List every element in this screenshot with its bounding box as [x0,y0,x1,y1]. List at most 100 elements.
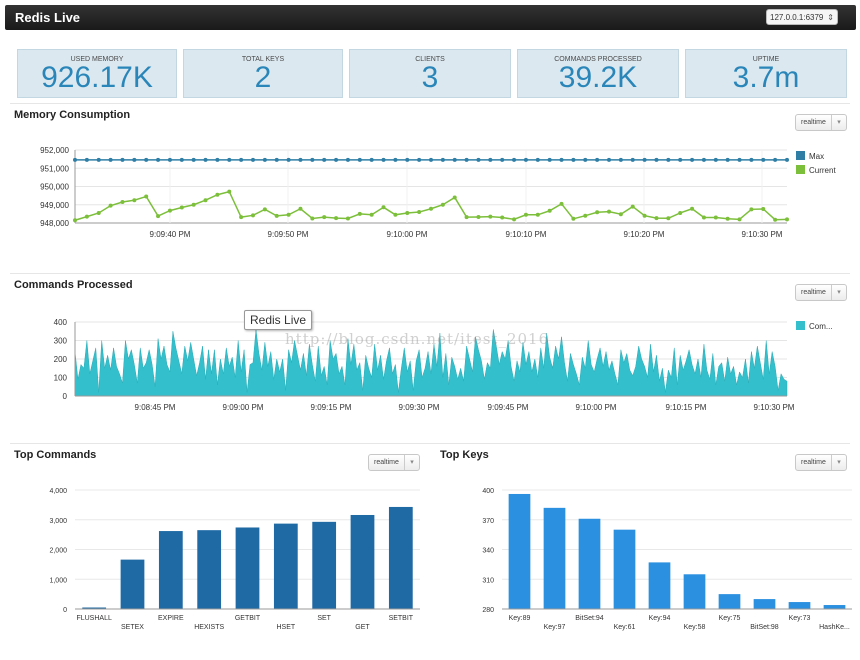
section-divider [10,273,850,274]
data-point [523,212,528,217]
data-point [749,207,754,212]
category-label: BitSet:98 [750,624,779,631]
legend-swatch [796,165,805,174]
stat-total-keys: TOTAL KEYS 2 [183,49,343,98]
top-commands-range-dropdown[interactable]: realtime ▾ [368,454,420,471]
data-point [334,216,339,221]
bar [388,506,413,609]
data-point [583,213,588,218]
commands-range-dropdown[interactable]: realtime ▾ [795,284,847,301]
data-point [345,157,350,162]
bar [788,602,811,609]
data-point [476,214,481,219]
data-point [690,206,695,211]
data-point [215,157,220,162]
server-select[interactable]: 127.0.0.1:6379 ⇕ [766,9,838,25]
memory-range-dropdown[interactable]: realtime ▾ [795,114,847,131]
data-point [559,201,564,206]
area-series [74,329,788,397]
memory-section-title: Memory Consumption [14,109,131,121]
top-keys-range-dropdown[interactable]: realtime ▾ [795,454,847,471]
data-point [595,157,600,162]
x-tick-label: 9:10:10 PM [506,230,547,239]
data-point [144,194,149,199]
x-tick-label: 9:09:30 PM [399,403,440,412]
data-point [429,157,433,162]
watermark-text: http://blog.csdn.net/itest_2016 [285,330,550,348]
y-tick-label: 2,000 [49,548,67,555]
bar [312,521,337,609]
x-tick-label: 9:09:00 PM [223,403,264,412]
category-label: GETBIT [235,615,261,622]
data-point [215,192,220,197]
data-point [334,157,339,162]
category-label: Key:58 [684,624,706,631]
data-point [357,211,362,216]
data-point [785,157,789,162]
stat-label: COMMANDS PROCESSED [554,56,642,63]
data-point [405,210,410,215]
data-point [369,157,374,162]
y-tick-label: 400 [482,488,494,495]
data-point [452,157,457,162]
y-tick-label: 370 [482,518,494,525]
y-tick-label: 310 [482,577,494,584]
data-point [286,157,291,162]
category-label: Key:73 [789,615,811,622]
data-point [108,203,113,208]
legend-label: Max [809,152,824,161]
stat-label: USED MEMORY [70,56,124,63]
category-label: HEXISTS [194,624,224,631]
stat-value: 3.7m [732,61,800,94]
data-point [500,157,505,162]
data-point [607,157,611,162]
data-point [132,198,137,203]
data-point [701,157,706,162]
y-tick-label: 4,000 [49,488,67,495]
data-point [630,204,635,209]
bar [235,527,260,609]
data-point [167,208,172,213]
data-point [132,157,137,162]
select-arrows-icon: ⇕ [827,13,834,22]
data-point [547,157,552,162]
chevron-down-icon: ▾ [404,455,419,470]
category-label: SETBIT [389,615,414,622]
category-label: SET [317,615,331,622]
data-point [464,215,469,220]
legend-swatch [796,321,805,330]
data-point [464,157,469,162]
x-tick-label: 9:09:45 PM [488,403,529,412]
data-point [690,157,695,162]
data-point [179,205,184,210]
data-point [179,157,184,162]
data-point [345,216,350,221]
bar [753,599,776,609]
stat-commands-processed: COMMANDS PROCESSED 39.2K [517,49,679,98]
data-point [476,157,481,162]
data-point [262,157,267,162]
data-point [642,157,647,162]
data-point [120,157,125,162]
data-point [535,212,540,217]
bar [197,530,222,609]
y-tick-label: 3,000 [49,518,67,525]
legend-swatch [796,151,805,160]
stat-value: 926.17K [41,61,153,94]
y-tick-label: 948,000 [40,219,69,228]
bar [823,605,846,609]
data-point [298,206,303,211]
bar [508,493,531,609]
section-divider [10,103,850,104]
data-point [120,200,125,205]
x-tick-label: 9:10:30 PM [742,230,783,239]
commands-chart: 400 300 200 100 0 9:08:45 PM 9:09:00 PM 9:09:15… [54,318,833,412]
category-label: Key:75 [719,615,741,622]
data-point [156,157,161,162]
data-point [488,157,493,162]
bar [82,607,107,609]
data-point [595,210,600,215]
data-point [785,217,789,222]
stat-label: CLIENTS [415,56,445,63]
x-tick-label: 9:10:00 PM [576,403,617,412]
